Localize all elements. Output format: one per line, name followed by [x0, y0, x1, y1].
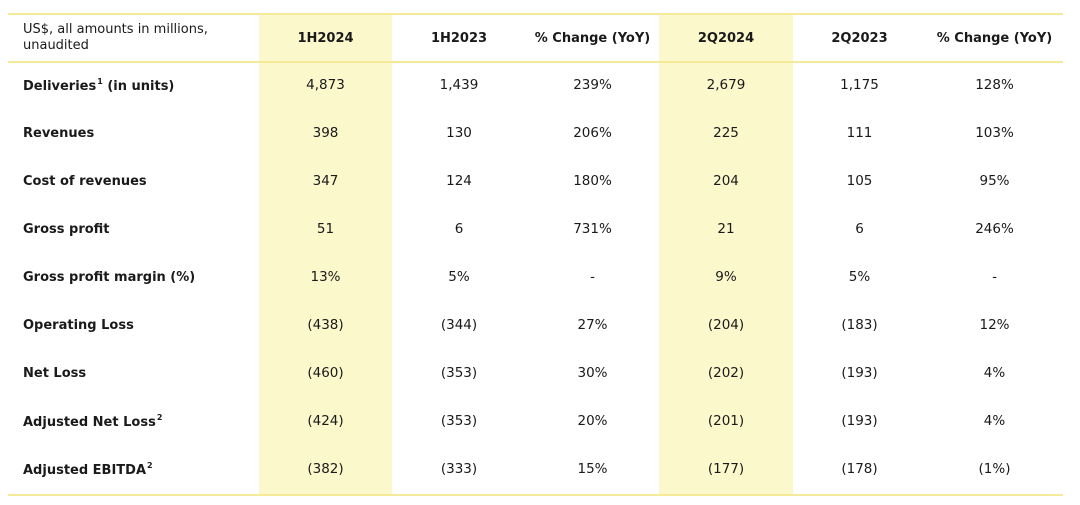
header-rule [8, 61, 1063, 63]
table-cell: 27% [577, 317, 608, 333]
table-cell: 4% [983, 413, 1006, 429]
table-cell: 12% [979, 317, 1010, 333]
table-cell: 30% [577, 365, 608, 381]
table-cell: 1,439 [439, 77, 479, 93]
table-cell: (202) [707, 365, 745, 381]
table-cell: 103% [975, 125, 1014, 141]
table-cell: 9% [715, 269, 737, 285]
table-cell: (193) [841, 413, 878, 429]
table-cell: 1,175 [840, 77, 879, 93]
table-cell: (178) [841, 461, 878, 477]
highlight-2q2024 [659, 15, 793, 495]
column-header: 2Q2023 [831, 30, 888, 46]
table-cell: 21 [717, 221, 735, 237]
table-cell: 731% [573, 221, 612, 237]
table-cell: 4% [983, 365, 1006, 381]
table-cell: (201) [707, 413, 745, 429]
table-row: Deliveries1 (in units) 4,873 1,439 239% 2,67… [8, 61, 1063, 109]
table-cell: 6 [855, 221, 864, 237]
footnote-marker: 2 [147, 460, 153, 470]
table-row: Net Loss (460) (353) 30% (202) (193) 4% [8, 349, 1063, 397]
table-cell: (344) [440, 317, 478, 333]
table-cell: 130 [446, 125, 472, 141]
table-cell: (1%) [978, 461, 1011, 477]
table-row: Adjusted Net Loss2 (424) (353) 20% (201) (193… [8, 397, 1063, 445]
table-cell: 6 [454, 221, 464, 237]
table-cell: 20% [577, 413, 608, 429]
column-header: 2Q2024 [697, 30, 755, 46]
table-row: Revenues 398 130 206% 225 111 103% [8, 109, 1063, 157]
table-cell: 225 [713, 125, 739, 141]
table-cell: (460) [307, 365, 344, 381]
row-label: Deliveries1 (in units) [23, 76, 175, 94]
table-cell: 347 [312, 173, 339, 189]
table-cell: 180% [573, 173, 612, 189]
table-cell: (193) [841, 365, 878, 381]
footnote-marker: 1 [97, 76, 103, 86]
table-cell: 124 [446, 173, 472, 189]
column-header: 1H2024 [297, 30, 354, 46]
table-row: Cost of revenues 347 124 180% 204 105 95% [8, 157, 1063, 205]
column-header: 1H2023 [430, 30, 488, 46]
table-cell: (204) [707, 317, 745, 333]
table-cell: (353) [440, 413, 478, 429]
table-cell: (333) [440, 461, 478, 477]
table-cell: 15% [577, 461, 608, 477]
table-cell: - [590, 269, 595, 285]
header-row: US$, all amounts in millions, unaudited … [8, 15, 1063, 61]
table-row: Gross profit margin (%) 13% 5% - 9% 5% - [8, 253, 1063, 301]
row-label: Net Loss [23, 365, 87, 381]
table-cell: 51 [316, 221, 335, 237]
table-row: Operating Loss (438) (344) 27% (204) (183) 12% [8, 301, 1063, 349]
top-rule [8, 13, 1063, 15]
table-cell: 239% [573, 77, 612, 93]
table-cell: (353) [440, 365, 478, 381]
footnote-marker: 2 [156, 412, 163, 422]
table-cell: (183) [841, 317, 878, 333]
table-cell: 206% [573, 125, 612, 141]
row-label: Cost of revenues [23, 173, 147, 189]
table-cell: 2,679 [706, 77, 746, 93]
highlight-1h2024 [259, 15, 392, 495]
table-cell: 398 [312, 125, 339, 141]
row-label: Gross profit margin (%) [23, 269, 196, 285]
table-cell: 246% [975, 221, 1014, 237]
table-cell: 4,873 [306, 77, 345, 93]
table-row: Adjusted EBITDA2 (382) (333) 15% (177) (178) (… [8, 445, 1063, 493]
table-cell: 105 [846, 173, 873, 189]
table-cell: 95% [979, 173, 1010, 189]
units-note: US$, all amounts in millions, unaudited [23, 22, 208, 53]
table-cell: 128% [975, 77, 1014, 93]
column-header: % Change (YoY) [534, 30, 651, 46]
table-cell: 5% [448, 269, 470, 285]
table-cell: 13% [310, 269, 341, 285]
column-header: % Change (YoY) [936, 30, 1053, 46]
table-cell: (177) [707, 461, 745, 477]
table-cell: - [992, 269, 997, 285]
table-cell: (438) [307, 317, 344, 333]
table-cell: 111 [846, 125, 873, 141]
row-label: Operating Loss [23, 317, 134, 333]
table-cell: (424) [307, 413, 344, 429]
row-label: Adjusted EBITDA2 [23, 460, 153, 478]
row-label: Gross profit [23, 221, 110, 237]
row-label: Adjusted Net Loss2 [23, 412, 163, 430]
row-label: Revenues [23, 125, 95, 141]
table-cell: 204 [713, 173, 739, 189]
financial-table: US$, all amounts in millions, unaudited … [8, 15, 1063, 493]
table-cell: (382) [307, 461, 344, 477]
table-row: Gross profit 51 6 731% 21 6 246% [8, 205, 1063, 253]
bottom-rule [8, 494, 1063, 496]
table-cell: 5% [848, 269, 871, 285]
